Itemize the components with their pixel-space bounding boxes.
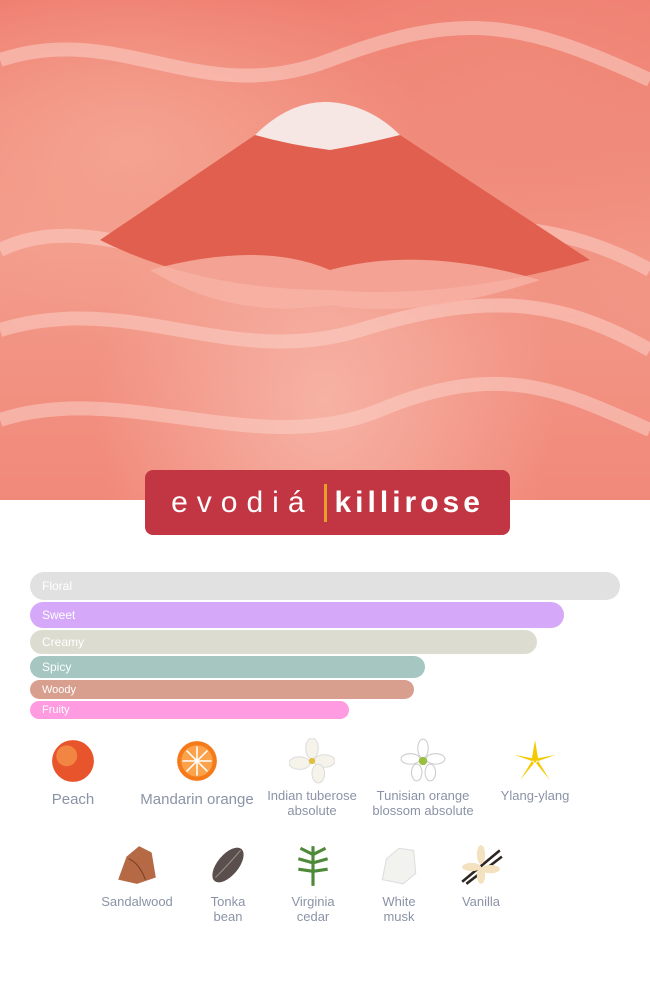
- tuberose-icon: [289, 738, 335, 784]
- sandalwood-icon: [118, 846, 156, 884]
- note-label: Tunisian orange blossom absolute: [372, 788, 474, 818]
- accord-label: Floral: [42, 579, 73, 593]
- note-label: Vanilla: [461, 894, 501, 909]
- note-mandarin: Mandarin orange: [132, 738, 262, 807]
- note-vanilla: Vanilla: [451, 842, 511, 909]
- brand-banner: evodiá killirose: [145, 470, 510, 535]
- tonka-bean-icon: [212, 847, 244, 883]
- note-orange-blossom: Tunisian orange blossom absolute: [363, 738, 483, 818]
- note-label: Peach: [51, 791, 95, 808]
- cedar-icon: [297, 846, 329, 886]
- accord-label: Creamy: [42, 635, 85, 649]
- note-label: Sandalwood: [101, 894, 173, 909]
- note-label: Indian tuberose absolute: [267, 788, 357, 818]
- accord-bar-creamy: Creamy: [30, 630, 538, 654]
- accord-bar-spicy: Spicy: [30, 656, 426, 678]
- note-label: Ylang-ylang: [500, 788, 570, 803]
- note-ylang-ylang: Ylang-ylang: [490, 738, 580, 803]
- accord-label: Sweet: [42, 608, 76, 622]
- accord-label: Spicy: [42, 660, 72, 674]
- product-name: killirose: [334, 485, 484, 519]
- note-label: Virginia cedar: [291, 894, 335, 924]
- musk-icon: [381, 847, 417, 885]
- brand-divider: [323, 483, 327, 522]
- vanilla-icon: [461, 845, 503, 885]
- mandarin-icon: [177, 741, 217, 781]
- note-peach: Peach: [33, 738, 113, 807]
- note-tuberose: Indian tuberose absolute: [262, 738, 362, 818]
- orange-blossom-icon: [400, 738, 446, 782]
- accord-bar-woody: Woody: [30, 680, 414, 699]
- accord-label: Fruity: [42, 704, 70, 716]
- accord-bar-sweet: Sweet: [30, 602, 564, 628]
- note-label: Tonka bean: [210, 894, 246, 924]
- peach-icon: [52, 740, 94, 782]
- note-label: White musk: [382, 894, 416, 924]
- accord-label: Woody: [42, 683, 77, 696]
- hero-mountain-image: [0, 0, 650, 500]
- note-cedar: Virginia cedar: [283, 842, 343, 924]
- brand-name: evodiá: [171, 485, 314, 519]
- note-tonka-bean: Tonka bean: [203, 842, 253, 924]
- note-label: Mandarin orange: [140, 791, 254, 808]
- note-sandalwood: Sandalwood: [92, 842, 182, 909]
- accord-bar-floral: Floral: [30, 572, 620, 600]
- note-musk: White musk: [374, 842, 424, 924]
- accord-bar-fruity: Fruity: [30, 701, 349, 719]
- ylang-ylang-icon: [514, 740, 556, 780]
